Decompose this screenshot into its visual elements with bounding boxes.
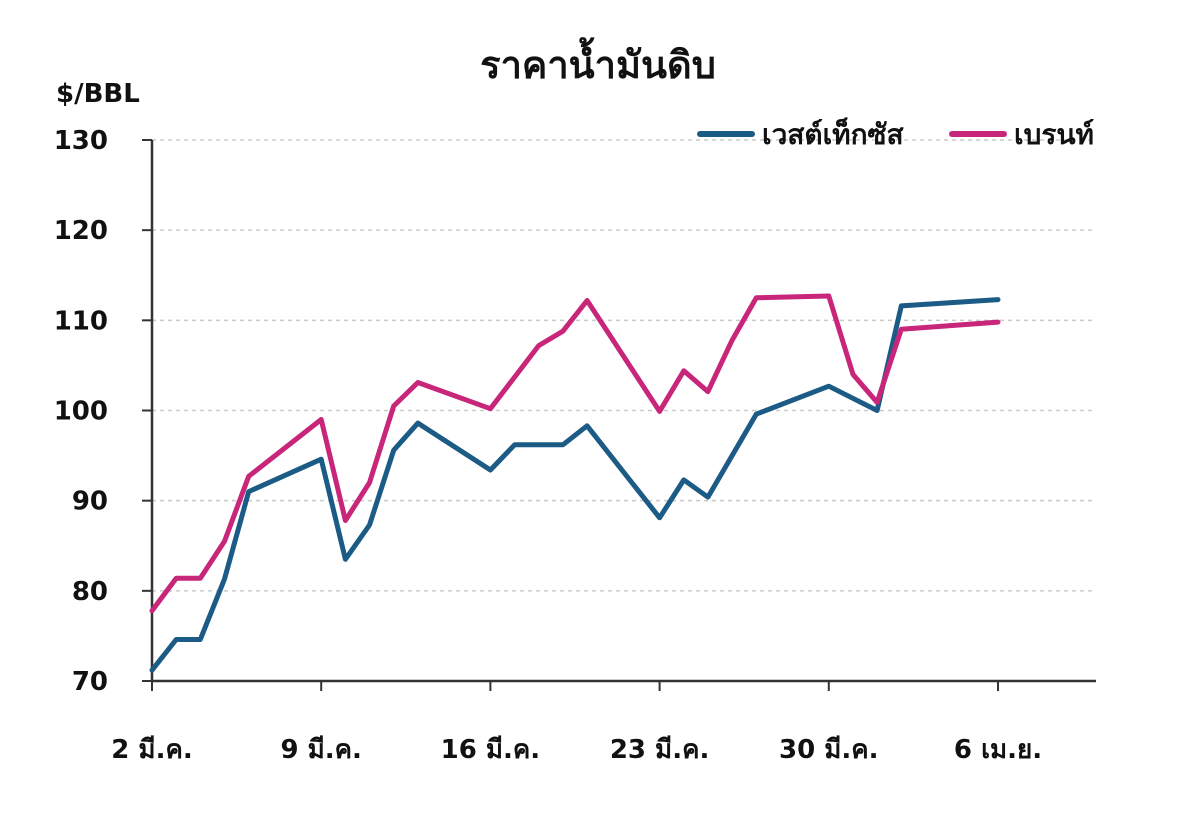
x-tick-label: 23 มี.ค.	[610, 735, 710, 765]
y-tick-label: 90	[72, 487, 108, 517]
series-line-0	[149, 297, 1001, 673]
chart-title: ราคาน้ำมันดิบ	[480, 37, 716, 87]
y-axis-unit-label: $/BBL	[56, 79, 140, 109]
series-line-1	[149, 293, 1001, 614]
x-tick-label: 2 มี.ค.	[111, 735, 192, 765]
x-tick-label: 30 มี.ค.	[779, 735, 879, 765]
y-tick-label: 70	[72, 667, 108, 697]
x-tick-label: 9 มี.ค.	[280, 735, 361, 765]
y-tick-label: 130	[54, 126, 108, 156]
legend: เวสต์เท็กซัส เบรนท์	[697, 117, 1094, 151]
y-tick-label: 110	[54, 306, 108, 336]
y-tick-label: 120	[54, 216, 108, 246]
y-axis-ticks: 70 80 90 100 110 120 130	[54, 126, 152, 697]
gridlines	[152, 139, 1096, 592]
series-lines	[149, 293, 1001, 673]
legend-label: เบรนท์	[1014, 118, 1094, 151]
y-tick-label: 80	[72, 577, 108, 607]
x-tick-label: 16 มี.ค.	[441, 735, 541, 765]
x-tick-label: 6 เม.ย.	[954, 735, 1042, 765]
legend-label: เวสต์เท็กซัส	[762, 117, 905, 151]
y-tick-label: 100	[54, 397, 108, 427]
x-axis-ticks: 2 มี.ค. 9 มี.ค. 16 มี.ค. 23 มี.ค. 30 มี.ค. 6 …	[111, 681, 1042, 765]
